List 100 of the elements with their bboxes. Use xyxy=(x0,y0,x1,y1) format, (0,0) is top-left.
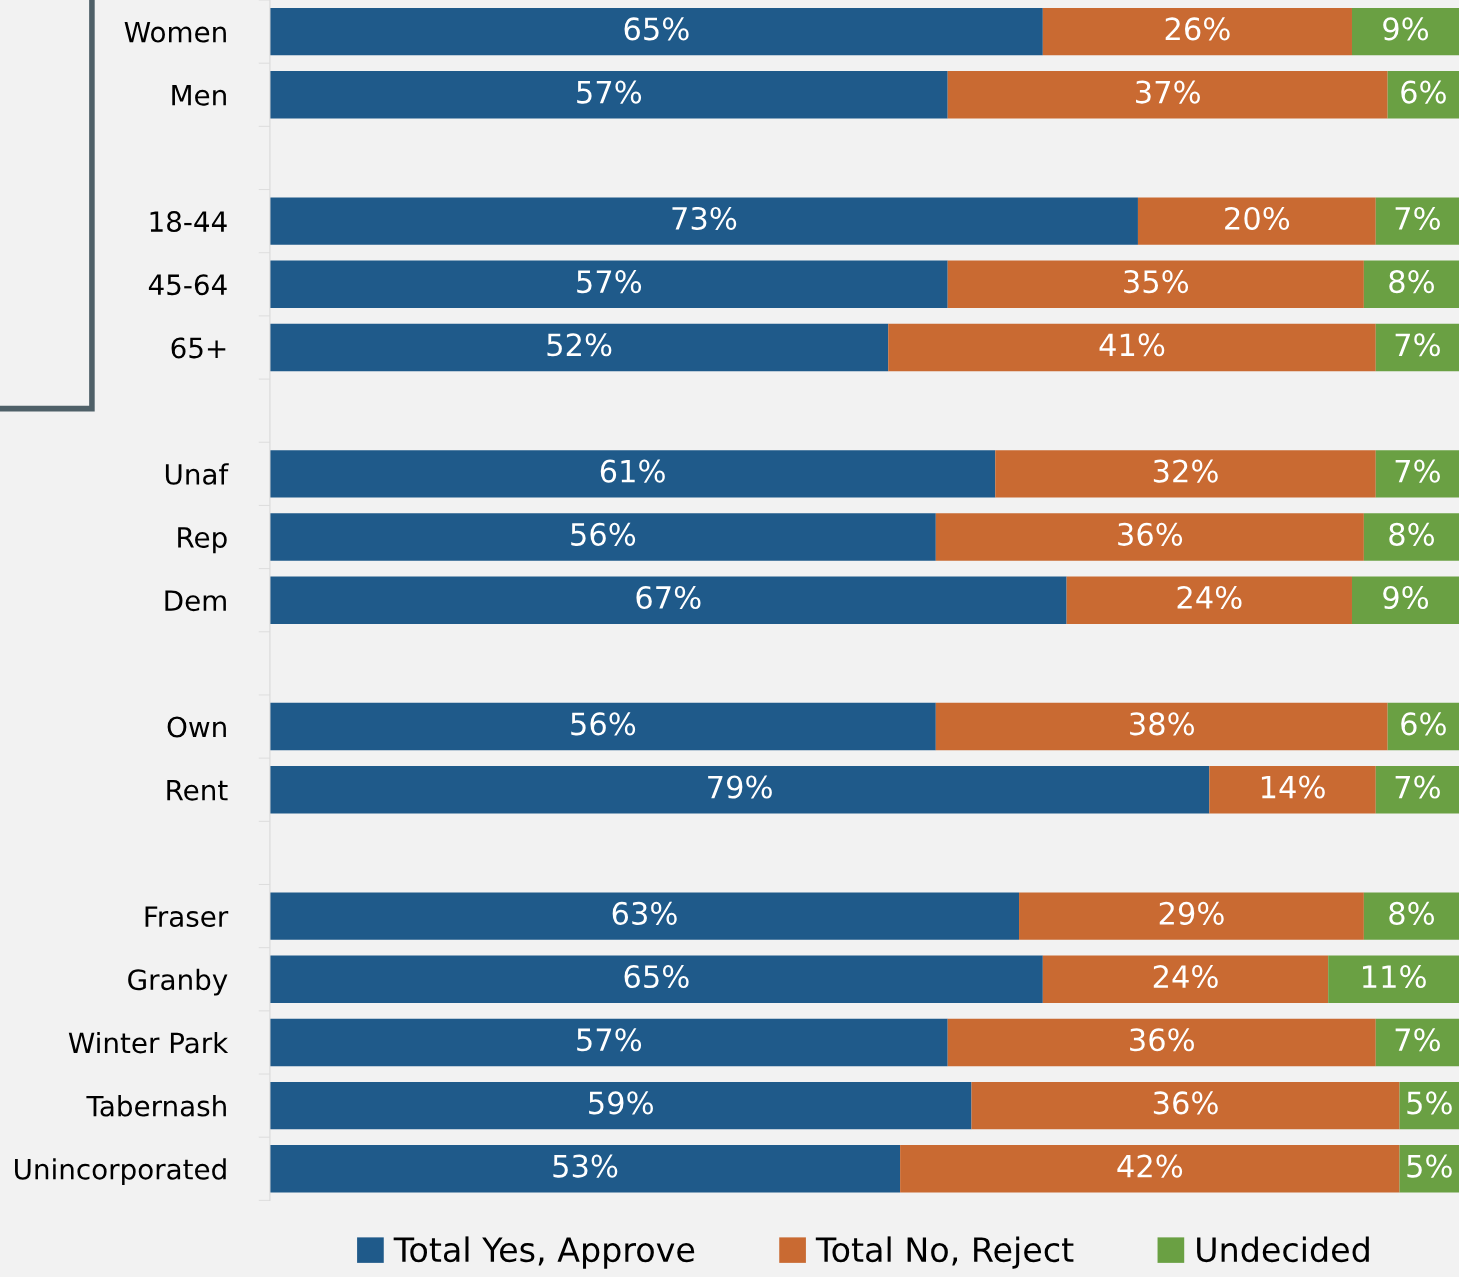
data-label: 26% xyxy=(1165,17,1230,41)
bar xyxy=(269,450,996,498)
bar xyxy=(269,576,1067,624)
data-label: 7% xyxy=(1395,1028,1440,1052)
bar xyxy=(1209,766,1376,814)
bar xyxy=(269,513,936,561)
bar xyxy=(269,1145,901,1193)
data-label: 24% xyxy=(1153,965,1218,989)
bar xyxy=(1375,1018,1459,1067)
y-tick-label: 65+ xyxy=(171,337,226,359)
y-tick-label: Men xyxy=(172,85,226,106)
bar xyxy=(900,1145,1400,1193)
data-label: 57% xyxy=(577,80,642,104)
data-label: 52% xyxy=(547,333,612,357)
bar xyxy=(269,1018,948,1067)
bar xyxy=(1375,323,1459,372)
y-tick-label: Granby xyxy=(128,968,228,996)
data-label: 6% xyxy=(1401,80,1446,104)
bar xyxy=(1363,513,1459,561)
data-label: 5% xyxy=(1407,1154,1452,1178)
data-label: 41% xyxy=(1099,333,1165,357)
data-label: 57% xyxy=(577,1028,642,1052)
data-label: 32% xyxy=(1153,459,1218,483)
bar xyxy=(888,323,1376,372)
bar xyxy=(269,323,889,372)
data-label: 61% xyxy=(600,459,665,483)
bar xyxy=(269,71,948,119)
bar xyxy=(935,702,1388,751)
bar xyxy=(1351,7,1459,56)
data-label: 56% xyxy=(571,522,636,546)
data-label: 35% xyxy=(1124,270,1189,294)
bar xyxy=(269,197,1138,245)
y-tick-label: Unaf xyxy=(165,463,229,485)
legend-label: Undecided xyxy=(1197,1236,1369,1263)
legend-label: Total Yes, Approve xyxy=(393,1236,695,1269)
data-label: 36% xyxy=(1130,1028,1194,1052)
y-tick-label: 45-64 xyxy=(148,274,227,296)
data-label: 73% xyxy=(672,206,737,230)
data-label: 56% xyxy=(571,712,636,736)
bar xyxy=(269,7,1043,56)
legend-label: Total No, Reject xyxy=(815,1236,1074,1269)
bar xyxy=(269,702,936,751)
data-label: 8% xyxy=(1389,522,1434,546)
bar xyxy=(947,71,1388,119)
data-label: 11% xyxy=(1363,965,1426,989)
bar xyxy=(1019,892,1364,940)
data-label: 8% xyxy=(1389,901,1434,925)
bar xyxy=(269,766,1210,814)
data-label: 57% xyxy=(577,270,642,294)
data-label: 9% xyxy=(1383,17,1429,41)
data-label: 24% xyxy=(1177,585,1242,610)
data-label: 65% xyxy=(624,17,689,41)
y-tick-label: Unincorporated xyxy=(15,1158,226,1186)
y-tick-label: Own xyxy=(167,716,226,738)
bar xyxy=(1137,197,1376,245)
data-label: 20% xyxy=(1225,206,1290,230)
y-tick-label: Rep xyxy=(178,527,227,554)
data-label: 42% xyxy=(1117,1154,1183,1178)
y-tick-label: Winter Park xyxy=(68,1031,229,1054)
bar xyxy=(269,260,948,308)
y-tick-label: 18-44 xyxy=(150,211,227,233)
data-label: 7% xyxy=(1395,459,1440,483)
data-label: 63% xyxy=(612,901,677,925)
bar xyxy=(1363,260,1459,308)
bar xyxy=(1042,7,1352,56)
data-label: 14% xyxy=(1261,775,1325,799)
data-label: 37% xyxy=(1136,80,1200,104)
y-tick-label: Rent xyxy=(167,780,228,801)
data-label: 29% xyxy=(1159,901,1224,925)
data-label: 79% xyxy=(708,775,772,799)
bar xyxy=(1351,576,1459,624)
data-label: 7% xyxy=(1395,333,1440,357)
bar xyxy=(1363,892,1459,940)
bar xyxy=(269,892,1020,940)
data-label: 36% xyxy=(1153,1091,1218,1115)
bar xyxy=(269,1081,972,1130)
bar xyxy=(947,1018,1376,1067)
data-label: 5% xyxy=(1407,1091,1452,1115)
data-label: 7% xyxy=(1395,206,1440,230)
y-tick-label: Fraser xyxy=(145,906,229,928)
bar xyxy=(1042,955,1329,1003)
bar xyxy=(947,260,1364,308)
data-label: 38% xyxy=(1130,712,1194,736)
bar xyxy=(1375,766,1459,814)
bar xyxy=(1066,576,1352,624)
bar xyxy=(1375,450,1459,498)
bar xyxy=(1375,197,1459,245)
data-label: 65% xyxy=(624,965,689,989)
data-label: 36% xyxy=(1118,522,1183,546)
bar xyxy=(1328,955,1459,1003)
y-tick-label: Tabernash xyxy=(86,1095,226,1117)
data-label: 67% xyxy=(636,585,701,610)
bar xyxy=(269,955,1043,1003)
data-label: 6% xyxy=(1401,712,1446,736)
bar xyxy=(971,1081,1400,1130)
y-tick-label: Dem xyxy=(165,590,226,612)
data-label: 9% xyxy=(1383,585,1429,610)
data-label: 8% xyxy=(1389,270,1434,294)
data-label: 7% xyxy=(1395,775,1440,799)
y-tick-label: Women xyxy=(124,21,226,43)
